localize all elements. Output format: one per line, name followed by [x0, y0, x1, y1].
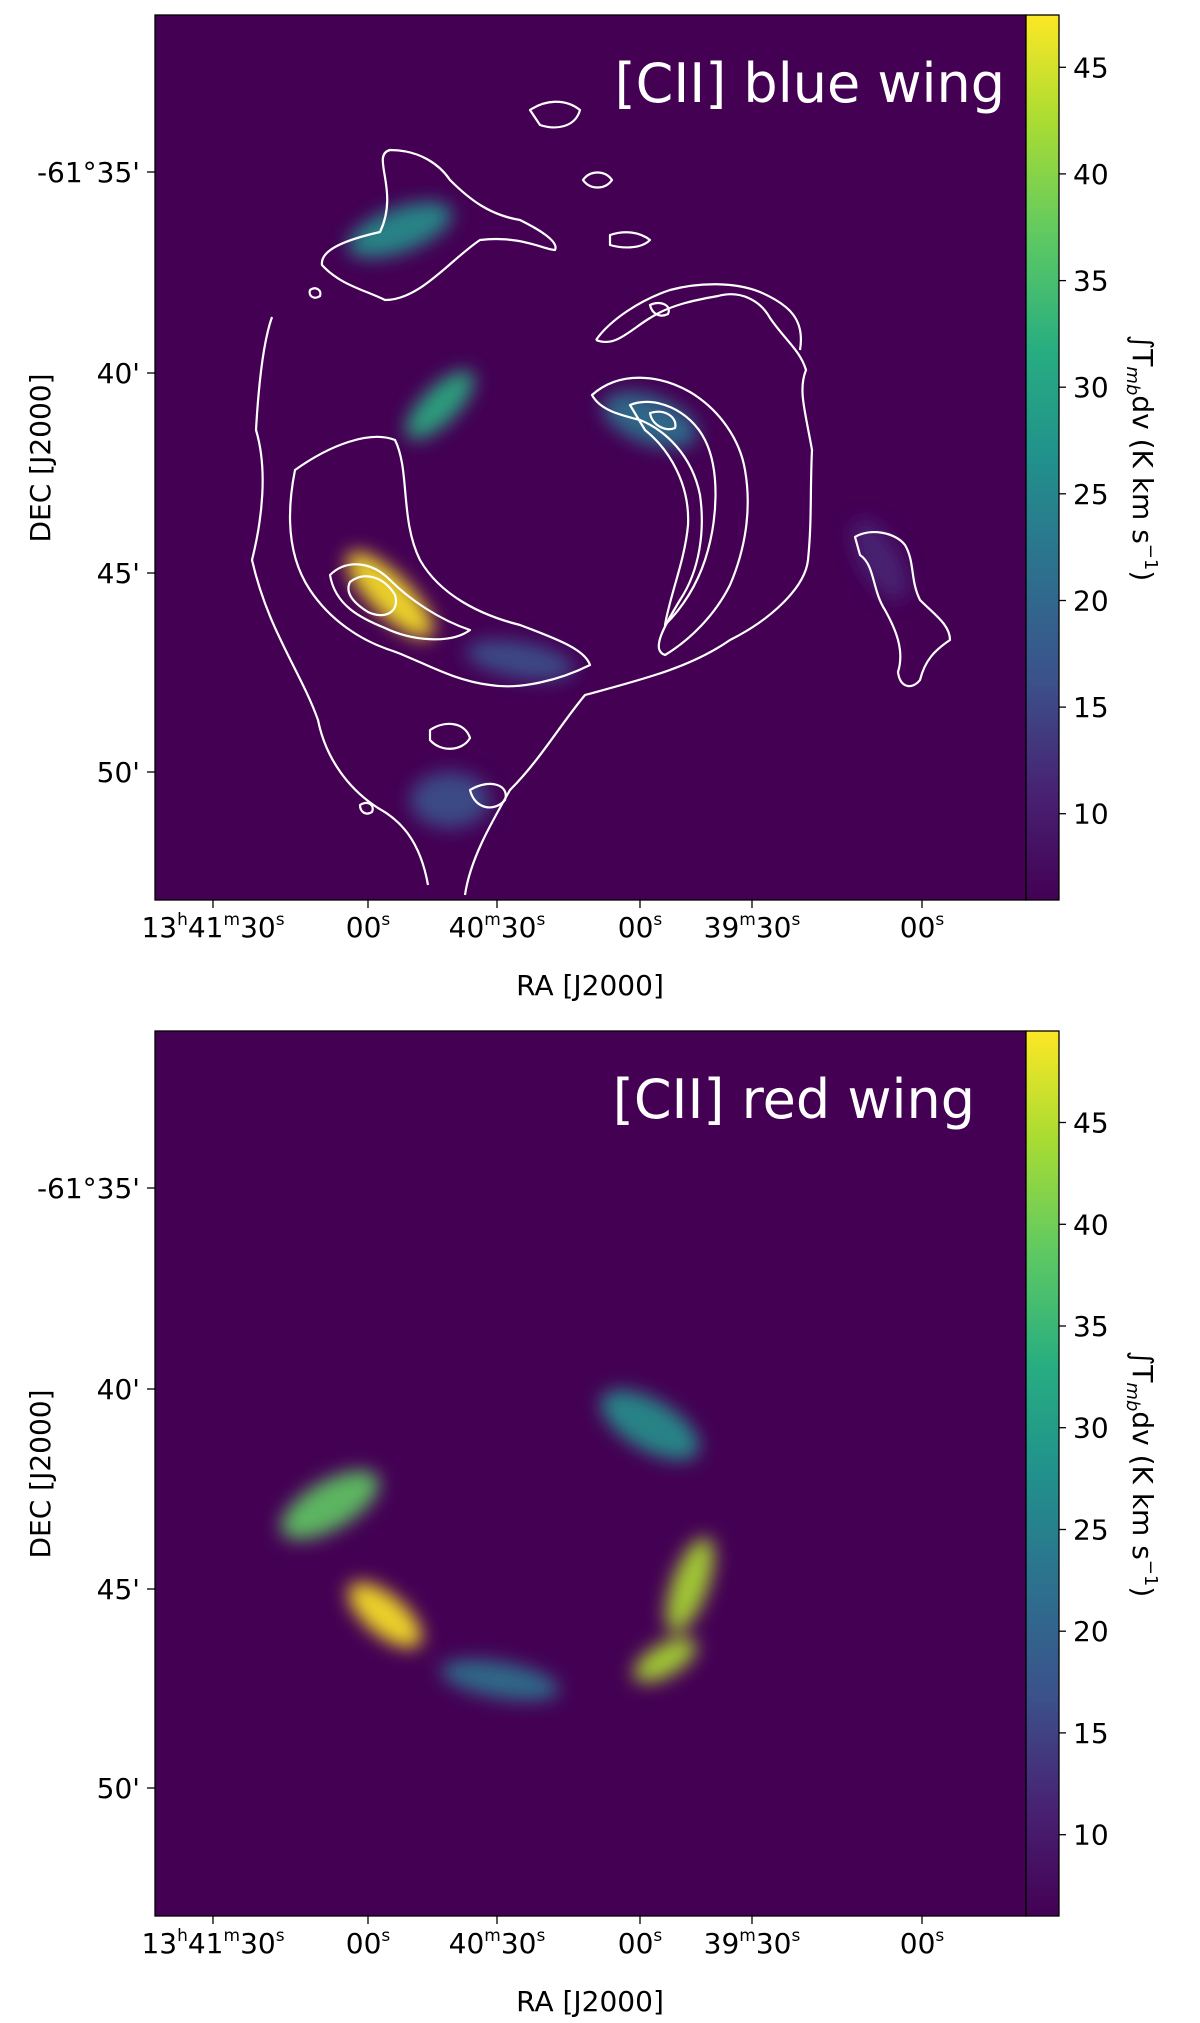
- colorbar-tick-label: 20: [1073, 585, 1109, 618]
- colorbar-tick-label: 30: [1073, 1412, 1109, 1445]
- colorbar-tick-label: 15: [1073, 691, 1109, 724]
- colorbar: [1025, 1030, 1060, 1917]
- emission-map: [346, 202, 909, 828]
- colorbar-tick-label: 35: [1073, 265, 1109, 298]
- colorbar-tick-label: 25: [1073, 1514, 1109, 1547]
- colorbar-tick-label: 15: [1073, 1717, 1109, 1750]
- y-tick-label: 45': [97, 557, 140, 590]
- x-tick-label: 40m30s: [449, 1926, 546, 1960]
- emission-peak-south-arc: [465, 639, 575, 681]
- emission-peak-west-ridge-south: [633, 1637, 697, 1683]
- emission-peak-northeast-ridge: [405, 370, 475, 440]
- colorbar-tick-label: 40: [1073, 158, 1109, 191]
- x-tick-label: 00s: [900, 1926, 945, 1960]
- emission-peak-southeast-ridge: [346, 551, 434, 639]
- colorbar-tick-label: 35: [1073, 1310, 1109, 1343]
- colorbar-tick-label: 25: [1073, 478, 1109, 511]
- colorbar: [1025, 14, 1060, 901]
- emission-peak-north-arc: [347, 202, 453, 258]
- emission-peak-west-ridge: [665, 1537, 715, 1633]
- heatmap-panel: 13h41m30s 00s 40m30s 00s 39m30s 00s -61°35' 40'…: [24, 14, 1161, 1002]
- x-axis-label: RA [J2000]: [516, 969, 664, 1002]
- emission-peak-southeast-ridge: [348, 1582, 422, 1648]
- x-tick-label: 39m30s: [704, 910, 801, 944]
- emission-peak-west-clump: [851, 519, 909, 601]
- y-tick-label: -61°35': [37, 156, 140, 189]
- colorbar-tick-label: 40: [1073, 1208, 1109, 1241]
- plot-background: [155, 1031, 1026, 1916]
- colorbar-label: ∫Tmbdv (K km s−1): [1122, 335, 1161, 582]
- x-tick-label: 00s: [618, 1926, 663, 1960]
- y-tick-label: 40': [97, 1373, 140, 1406]
- emission-peak-south-arc: [440, 1659, 560, 1701]
- y-tick-label: 45': [97, 1573, 140, 1606]
- x-tick-label: 13h41m30s: [141, 910, 284, 944]
- x-tick-label: 39m30s: [704, 1926, 801, 1960]
- colorbar-tick-label: 30: [1073, 371, 1109, 404]
- y-tick-label: -61°35': [37, 1172, 140, 1205]
- panel-label: [CII] red wing: [613, 1068, 975, 1131]
- y-axis-label: DEC [J2000]: [24, 1389, 57, 1558]
- colorbar-tick-label: 10: [1073, 798, 1109, 831]
- y-tick-label: 40': [97, 357, 140, 390]
- colorbar-tick-label: 45: [1073, 51, 1109, 84]
- emission-peak-east-ridge: [280, 1470, 380, 1540]
- x-tick-label: 00s: [346, 1926, 391, 1960]
- emission-peak-northwest-arc: [600, 1390, 700, 1460]
- x-tick-label: 00s: [900, 910, 945, 944]
- y-tick-label: 50': [97, 756, 140, 789]
- x-tick-label: 00s: [618, 910, 663, 944]
- y-tick-label: 50': [97, 1772, 140, 1805]
- x-tick-label: 13h41m30s: [141, 1926, 284, 1960]
- panel-label: [CII] blue wing: [615, 52, 1005, 115]
- x-tick-label: 00s: [346, 910, 391, 944]
- emission-peak-south-spur: [410, 772, 490, 828]
- heatmap-panel: 13h41m30s 00s 40m30s 00s 39m30s 00s -61°35' 40'…: [24, 1030, 1161, 2018]
- x-tick-label: 40m30s: [449, 910, 546, 944]
- emission-peak-northwest-arc: [602, 391, 698, 449]
- plot-background: [155, 15, 1026, 900]
- y-axis-label: DEC [J2000]: [24, 373, 57, 542]
- colorbar-tick-label: 45: [1073, 1107, 1109, 1140]
- colorbar-label: ∫Tmbdv (K km s−1): [1122, 1351, 1161, 1598]
- emission-map: [280, 1390, 715, 1701]
- colorbar-tick-label: 10: [1073, 1819, 1109, 1852]
- x-axis-label: RA [J2000]: [516, 1985, 664, 2018]
- colorbar-tick-label: 20: [1073, 1615, 1109, 1648]
